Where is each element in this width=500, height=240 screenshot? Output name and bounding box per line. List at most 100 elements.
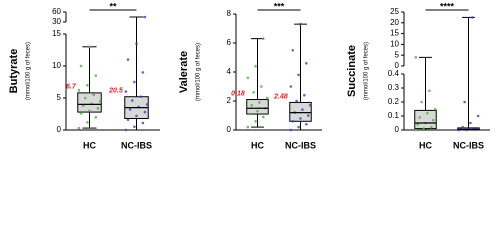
data-point [301,108,304,111]
data-point [299,22,302,26]
y-tick-label: 5 [57,93,62,102]
data-point [135,42,138,45]
data-point [291,48,295,52]
significance: ** [109,1,117,11]
data-point [246,76,250,80]
data-point [94,74,98,77]
y-tick-label: 0 [57,125,62,134]
annotation: 2.48 [273,93,288,100]
data-point [299,117,302,120]
data-point [248,112,252,116]
x-tick-label: NC-IBS [285,140,316,150]
data-point [128,108,132,111]
y-tick-label: 5 [395,50,400,59]
data-point [94,115,98,119]
data-point [306,114,310,117]
y-tick-label: 4 [227,67,232,76]
data-point [79,112,83,115]
data-point [254,64,257,68]
data-point [422,127,425,130]
x-tick-label: HC [83,140,96,150]
y-axis-sublabel: (mmol/100 g of feces) [196,43,202,101]
x-tick-label: NC-IBS [453,140,484,150]
data-point [246,125,250,129]
data-point [126,118,130,122]
data-point [258,101,261,104]
y-tick-label: 0 [227,125,232,134]
data-point [92,93,96,97]
data-point [86,83,89,87]
y-axis-label: Butyrate [8,49,20,94]
data-point [476,114,480,118]
y-axis-sublabel: (mmol/100 g of feces) [364,42,370,100]
data-point [77,89,81,92]
y-tick-label: 0.2 [388,97,400,106]
data-point [145,103,149,106]
data-point [291,120,295,123]
data-point [471,16,474,19]
data-point [96,106,100,110]
y-tick-label: 25 [390,7,399,16]
y-tick-label: 2 [227,96,232,105]
data-point [262,37,265,40]
data-point [418,116,421,119]
data-point [295,99,298,103]
data-point [297,73,300,77]
y-tick-label: 0.4 [388,69,400,78]
data-point [428,89,431,93]
data-point [133,80,136,84]
y-tick-label: 10 [52,61,61,70]
y-tick-label: 15 [390,29,399,38]
data-point [143,110,147,114]
data-point [463,100,466,104]
x-tick-label: HC [419,140,432,150]
data-point [461,125,464,129]
y-tick-label: 0 [395,125,400,134]
data-point [469,121,472,125]
data-point [124,90,128,93]
annotation: 20.5 [108,88,123,95]
data-point [303,93,306,97]
annotation: 6.7 [66,84,77,91]
y-axis-sublabel: (mmol/100 g of feces) [26,42,32,100]
data-point [83,96,87,100]
data-point [430,125,433,129]
data-point [88,109,91,113]
y-tick-label: 0.1 [388,111,400,120]
y-axis-label: Succinate [346,45,358,97]
data-point [86,121,89,124]
y-tick-label: 0 [395,61,400,70]
data-point [305,122,308,126]
data-point [126,58,130,61]
significance: *** [274,1,285,11]
y-tick-label: 0.3 [388,83,400,92]
data-point [88,45,91,49]
data-point [124,128,128,132]
data-point [79,64,83,68]
data-point [414,128,418,132]
y-tick-label: 60 [52,7,61,16]
data-point [250,104,253,107]
data-point [130,99,134,102]
box [246,99,269,115]
data-point [143,15,147,19]
data-point [265,96,269,100]
y-tick-label: 6 [227,38,232,47]
data-point [414,56,418,59]
data-point [420,100,423,104]
data-point [77,126,81,130]
data-point [426,111,429,115]
data-point [133,125,136,129]
data-point [416,123,420,126]
x-tick-label: HC [251,140,264,150]
data-point [139,95,143,99]
data-point [262,115,265,119]
y-axis-label: Valerate [178,51,190,93]
y-tick-label: 15 [52,29,61,38]
data-point [297,125,300,129]
significance: **** [440,1,455,11]
data-point [305,62,308,65]
y-tick-label: 20 [390,18,399,27]
y-tick-label: 10 [390,40,399,49]
